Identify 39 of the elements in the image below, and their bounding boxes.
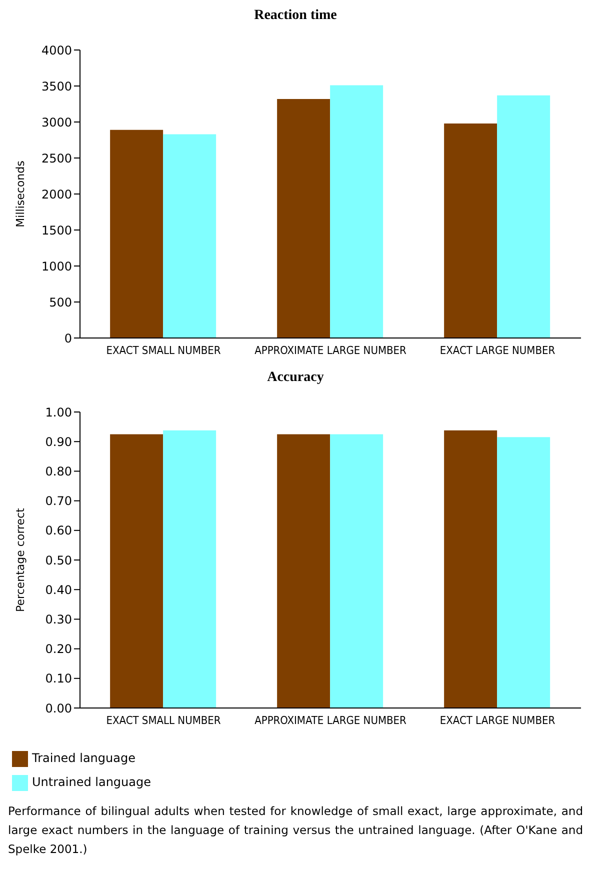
y-tick-label: 0 xyxy=(64,331,72,346)
y-axis-title: Percentage correct xyxy=(14,507,27,612)
y-tick-label: 0.50 xyxy=(45,553,72,568)
x-tick-label: EXACT SMALL NUMBER xyxy=(106,344,221,357)
y-tick-label: 0.70 xyxy=(45,494,72,508)
y-tick-label: 0.80 xyxy=(45,464,72,478)
y-tick-label: 0.40 xyxy=(45,582,72,597)
y-tick-label: 3500 xyxy=(41,79,72,94)
y-tick-label: 0.00 xyxy=(45,701,72,716)
y-tick-label: 1500 xyxy=(41,223,72,238)
x-tick-label: EXACT LARGE NUMBER xyxy=(440,714,556,727)
bar xyxy=(497,95,550,338)
y-tick-label: 3000 xyxy=(41,115,72,130)
bar xyxy=(110,130,164,338)
x-tick-label: APPROXIMATE LARGE NUMBER xyxy=(254,344,407,357)
text: Performance of bilingual adults when tested for knowledge of small exact, large approximate, and large exact numbers in the language of training versus the untrained language. (After O'Kane and Spelke 2001.) xyxy=(8,803,583,858)
y-tick-label: 0.20 xyxy=(45,642,72,656)
y-tick-label: 0.90 xyxy=(45,434,72,449)
y-tick-label: 1.00 xyxy=(45,405,72,420)
y-tick-label: 2000 xyxy=(41,187,72,202)
bar xyxy=(163,134,216,338)
chart-title: Accuracy xyxy=(266,370,325,386)
y-axis-title: Milliseconds xyxy=(14,160,27,228)
y-tick-label: 2500 xyxy=(41,151,72,166)
x-tick-label: EXACT LARGE NUMBER xyxy=(440,344,556,357)
legend-label: Untrained language xyxy=(32,775,152,789)
y-tick-label: 500 xyxy=(49,295,72,310)
y-tick-label: 4000 xyxy=(41,43,72,58)
x-tick-label: APPROXIMATE LARGE NUMBER xyxy=(254,714,407,727)
chart-title: Reaction time xyxy=(253,8,338,24)
y-tick-label: 0.10 xyxy=(45,672,72,686)
bar xyxy=(444,123,498,338)
x-tick-label: EXACT SMALL NUMBER xyxy=(106,714,221,727)
bar xyxy=(277,98,330,338)
y-tick-label: 1000 xyxy=(41,259,72,274)
bar xyxy=(330,85,384,338)
y-tick-label: 0.60 xyxy=(45,524,72,538)
legend-label: Trained language xyxy=(32,751,136,765)
y-tick-label: 0.30 xyxy=(45,612,72,626)
